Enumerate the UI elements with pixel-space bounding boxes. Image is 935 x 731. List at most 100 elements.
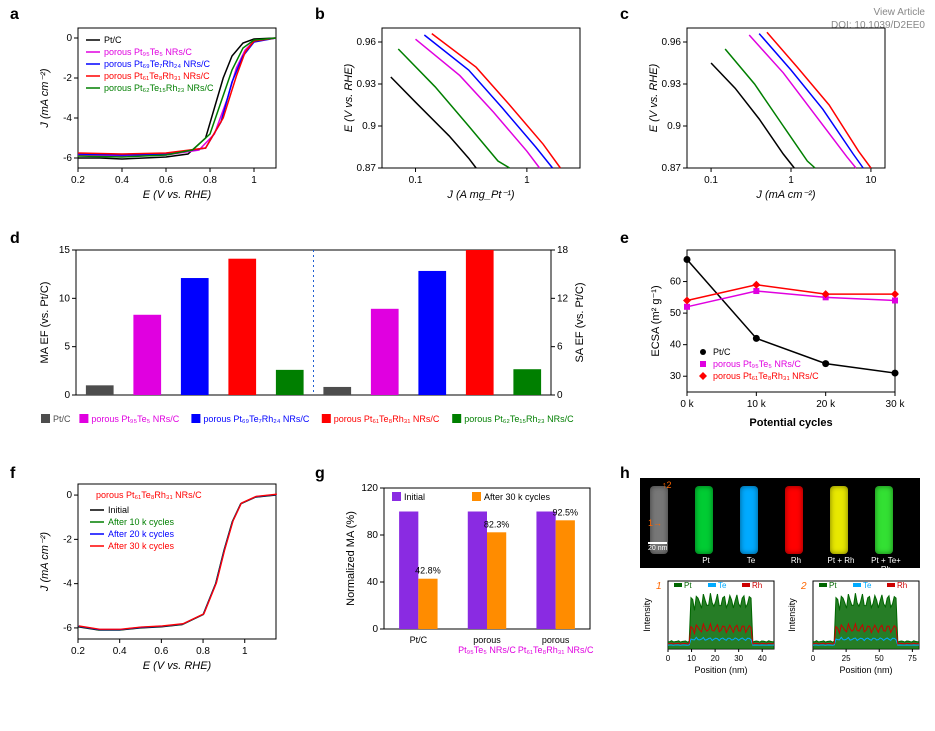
svg-text:15: 15 (59, 245, 71, 256)
svg-text:After 30 k cycles: After 30 k cycles (484, 492, 551, 502)
svg-text:0: 0 (64, 390, 70, 401)
svg-text:Te: Te (863, 581, 872, 590)
view-article-link[interactable]: View Article (831, 6, 925, 19)
panel-a-label: a (10, 6, 19, 24)
svg-text:porous Pt₆₂Te₁₅Rh₂₃ NRs/C: porous Pt₆₂Te₁₅Rh₂₃ NRs/C (104, 83, 214, 93)
svg-text:30: 30 (670, 371, 682, 382)
svg-text:30 k: 30 k (886, 399, 905, 410)
svg-text:5: 5 (64, 342, 70, 353)
svg-text:42.8%: 42.8% (415, 566, 441, 576)
svg-text:0.9: 0.9 (667, 121, 681, 132)
svg-text:80: 80 (367, 530, 379, 541)
svg-text:0: 0 (666, 654, 671, 663)
svg-text:0.9: 0.9 (362, 121, 376, 132)
panel-b-label: b (315, 6, 325, 24)
svg-text:ECSA (m² g⁻¹): ECSA (m² g⁻¹) (650, 285, 662, 356)
svg-text:Initial: Initial (404, 492, 425, 502)
svg-text:-6: -6 (63, 153, 72, 164)
svg-text:0.4: 0.4 (113, 646, 127, 657)
svg-text:25: 25 (842, 654, 851, 663)
svg-text:82.3%: 82.3% (484, 519, 510, 529)
svg-text:Initial: Initial (108, 505, 129, 515)
svg-text:75: 75 (908, 654, 917, 663)
svg-text:0.93: 0.93 (357, 79, 377, 90)
svg-text:-2: -2 (63, 534, 72, 545)
svg-text:18: 18 (557, 245, 569, 256)
svg-text:1: 1 (524, 175, 530, 186)
svg-text:1: 1 (656, 581, 662, 592)
svg-text:-4: -4 (63, 113, 72, 124)
svg-text:porous Pt₆₉Te₇Rh₂₄ NRs/C: porous Pt₆₉Te₇Rh₂₄ NRs/C (104, 59, 210, 69)
svg-text:10: 10 (59, 293, 71, 304)
svg-text:Pt: Pt (684, 581, 692, 590)
svg-text:20: 20 (711, 654, 720, 663)
svg-text:2: 2 (800, 581, 807, 592)
svg-text:porous: porous (542, 635, 570, 645)
svg-text:30: 30 (734, 654, 743, 663)
svg-text:10: 10 (687, 654, 696, 663)
svg-text:porous Pt₆₉Te₇Rh₂₄ NRs/C: porous Pt₆₉Te₇Rh₂₄ NRs/C (203, 414, 309, 424)
panel-h-maps: PtTeRhPt + RhPt + Te+ Rh1→↑220 nm (640, 478, 920, 568)
panel-a-chart: 0.20.40.60.81-6-4-20E (V vs. RHE)J (mA c… (36, 22, 286, 202)
svg-text:Pt₉₅Te₅ NRs/C: Pt₉₅Te₅ NRs/C (458, 645, 516, 655)
svg-text:porous Pt₆₁Te₈Rh₃₁ NRs/C: porous Pt₆₁Te₈Rh₃₁ NRs/C (713, 371, 819, 381)
panel-e-label: e (620, 230, 629, 248)
svg-text:0.6: 0.6 (159, 175, 173, 186)
svg-text:Te: Te (718, 581, 727, 590)
panel-f-chart: 0.20.40.60.81-6-4-20E (V vs. RHE)J (mA c… (36, 478, 286, 673)
svg-text:porous Pt₆₂Te₁₅Rh₂₃ NRs/C: porous Pt₆₂Te₁₅Rh₂₃ NRs/C (464, 414, 574, 424)
svg-text:Rh: Rh (752, 581, 762, 590)
svg-text:40: 40 (367, 577, 379, 588)
panel-d-label: d (10, 230, 20, 248)
svg-text:MA EF (vs. Pt/C): MA EF (vs. Pt/C) (39, 282, 51, 364)
panel-d-chart: 051015061218MA EF (vs. Pt/C)SA EF (vs. P… (36, 240, 591, 430)
svg-text:0.8: 0.8 (196, 646, 210, 657)
svg-text:Rh: Rh (897, 581, 907, 590)
svg-text:Intensity: Intensity (787, 598, 797, 632)
svg-text:92.5%: 92.5% (553, 507, 579, 517)
panel-b-chart: 0.110.870.90.930.96J (A mg_Pt⁻¹)E (V vs.… (340, 22, 590, 202)
svg-text:10 k: 10 k (747, 399, 767, 410)
svg-text:E (V vs. RHE): E (V vs. RHE) (343, 63, 355, 132)
svg-text:porous Pt₉₅Te₅ NRs/C: porous Pt₉₅Te₅ NRs/C (104, 47, 192, 57)
svg-text:120: 120 (361, 483, 378, 494)
svg-text:0.96: 0.96 (357, 37, 377, 48)
svg-text:0.2: 0.2 (71, 175, 85, 186)
svg-text:0.1: 0.1 (704, 175, 718, 186)
svg-text:60: 60 (670, 277, 682, 288)
svg-text:50: 50 (875, 654, 884, 663)
svg-text:0.93: 0.93 (662, 79, 682, 90)
svg-text:Normalized MA (%): Normalized MA (%) (345, 511, 357, 606)
svg-text:J (mA cm⁻²): J (mA cm⁻²) (39, 532, 51, 592)
svg-text:Position (nm): Position (nm) (839, 665, 892, 675)
svg-text:0: 0 (557, 390, 563, 401)
svg-text:Pt₆₁Te₈Rh₃₁ NRs/C: Pt₆₁Te₈Rh₃₁ NRs/C (518, 645, 594, 655)
svg-text:porous Pt₉₅Te₅ NRs/C: porous Pt₉₅Te₅ NRs/C (713, 359, 801, 369)
svg-text:Pt: Pt (829, 581, 837, 590)
svg-text:-4: -4 (63, 579, 72, 590)
svg-text:1: 1 (788, 175, 794, 186)
panel-g-chart: 04080120Normalized MA (%)42.8%Pt/C82.3%p… (340, 478, 600, 673)
svg-text:0.6: 0.6 (154, 646, 168, 657)
svg-text:After 20 k cycles: After 20 k cycles (108, 529, 175, 539)
svg-text:20 k: 20 k (816, 399, 836, 410)
svg-text:J (mA cm⁻²): J (mA cm⁻²) (755, 189, 815, 201)
svg-text:porous Pt₆₁Te₈Rh₃₁ NRs/C: porous Pt₆₁Te₈Rh₃₁ NRs/C (96, 490, 202, 500)
svg-text:0: 0 (66, 490, 72, 501)
panel-c-label: c (620, 6, 629, 24)
svg-text:50: 50 (670, 308, 682, 319)
panel-c-chart: 0.11100.870.90.930.96J (mA cm⁻²)E (V vs.… (645, 22, 895, 202)
svg-text:6: 6 (557, 342, 563, 353)
svg-text:0.96: 0.96 (662, 37, 682, 48)
panel-e-chart: 304050600 k10 k20 k30 kPotential cyclesE… (645, 240, 905, 430)
svg-text:Potential cycles: Potential cycles (749, 417, 832, 429)
svg-text:SA EF (vs. Pt/C): SA EF (vs. Pt/C) (574, 282, 586, 362)
panel-h-label: h (620, 465, 630, 483)
svg-text:10: 10 (865, 175, 877, 186)
svg-text:1: 1 (251, 175, 257, 186)
svg-text:0.87: 0.87 (357, 163, 377, 174)
svg-text:After 30 k cycles: After 30 k cycles (108, 541, 175, 551)
svg-text:0.1: 0.1 (409, 175, 423, 186)
svg-text:0.8: 0.8 (203, 175, 217, 186)
svg-text:Intensity: Intensity (642, 598, 652, 632)
